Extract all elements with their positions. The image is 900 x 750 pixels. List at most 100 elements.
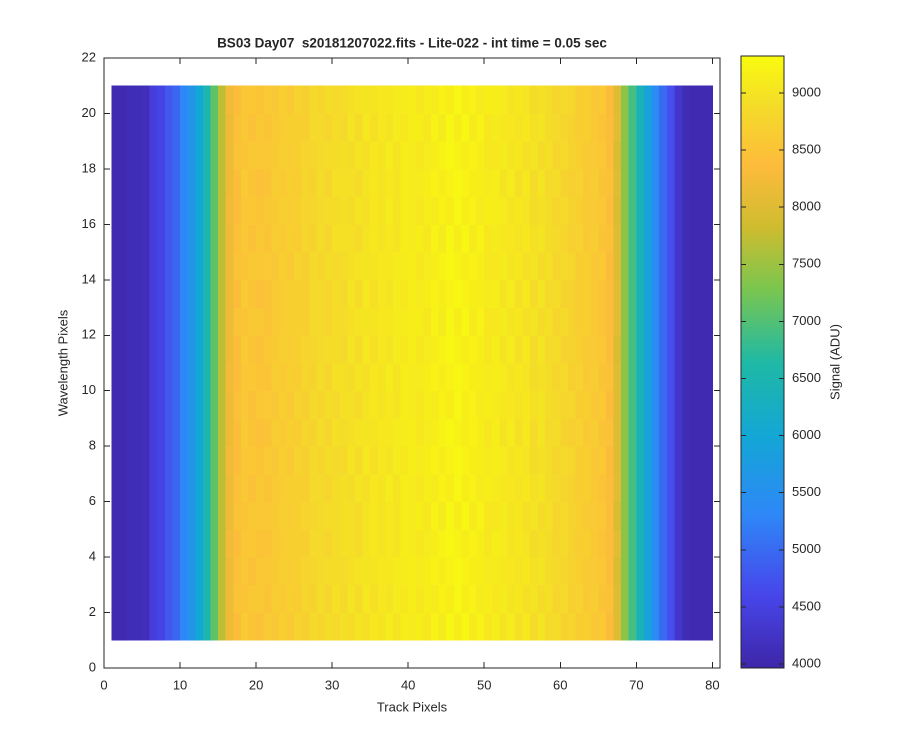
heatmap-cell	[149, 224, 158, 253]
heatmap-cell	[469, 501, 478, 530]
heatmap-cell	[286, 584, 295, 613]
heatmap-cell	[575, 363, 584, 392]
heatmap-cell	[202, 612, 211, 641]
heatmap-cell	[392, 141, 401, 170]
heatmap-cell	[339, 335, 348, 364]
heatmap-cell	[187, 557, 196, 586]
heatmap-cell	[172, 446, 181, 475]
heatmap-cell	[240, 196, 249, 225]
y-tick-label: 8	[89, 438, 96, 453]
heatmap-cell	[172, 196, 181, 225]
heatmap-cell	[134, 390, 143, 419]
heatmap-cell	[552, 85, 561, 114]
heatmap-cell	[218, 113, 227, 142]
heatmap-cell	[111, 418, 120, 447]
heatmap-cell	[704, 390, 713, 419]
heatmap-cell	[704, 584, 713, 613]
heatmap-cell	[408, 557, 417, 586]
heatmap-cell	[111, 307, 120, 336]
heatmap-cell	[605, 584, 614, 613]
heatmap-cell	[377, 446, 386, 475]
heatmap-cell	[415, 85, 424, 114]
heatmap-cell	[689, 307, 698, 336]
heatmap-cell	[621, 252, 630, 281]
heatmap-cell	[560, 168, 569, 198]
heatmap-cell	[354, 473, 363, 503]
heatmap-cell	[286, 390, 295, 419]
heatmap-cell	[119, 529, 128, 558]
heatmap-cell	[689, 196, 698, 225]
heatmap-cell	[666, 168, 675, 198]
heatmap-cell	[514, 418, 523, 447]
heatmap-cell	[552, 584, 561, 613]
heatmap-cell	[210, 141, 219, 170]
heatmap-cell	[233, 307, 242, 336]
heatmap-cell	[286, 196, 295, 225]
heatmap-cell	[332, 501, 341, 530]
heatmap-cell	[202, 168, 211, 198]
heatmap-cell	[256, 85, 265, 114]
heatmap-cell	[202, 390, 211, 419]
heatmap-cell	[453, 418, 462, 447]
heatmap-cell	[164, 557, 173, 586]
heatmap-cell	[651, 113, 660, 142]
heatmap-cell	[370, 335, 379, 364]
heatmap-cell	[278, 335, 287, 364]
heatmap-cell	[453, 196, 462, 225]
heatmap-cell	[560, 335, 569, 364]
heatmap-cell	[697, 141, 706, 170]
heatmap-cell	[583, 168, 592, 198]
heatmap-cell	[545, 390, 554, 419]
heatmap-cell	[362, 418, 371, 447]
heatmap-cell	[119, 196, 128, 225]
heatmap-cell	[659, 335, 668, 364]
heatmap-cell	[111, 141, 120, 170]
heatmap-cell	[491, 335, 500, 364]
heatmap-cell	[575, 141, 584, 170]
heatmap-cell	[347, 335, 356, 364]
heatmap-cell	[446, 557, 455, 586]
heatmap-cell	[301, 335, 310, 364]
heatmap-cell	[370, 612, 379, 641]
heatmap-cell	[704, 113, 713, 142]
heatmap-cell	[507, 501, 516, 530]
heatmap-cell	[575, 335, 584, 364]
heatmap-cell	[240, 501, 249, 530]
heatmap-cell	[446, 335, 455, 364]
heatmap-cell	[598, 363, 607, 392]
heatmap-cell	[187, 612, 196, 641]
heatmap-cell	[400, 141, 409, 170]
heatmap-cell	[651, 196, 660, 225]
heatmap-cell	[560, 196, 569, 225]
heatmap-cell	[689, 252, 698, 281]
heatmap-cell	[704, 363, 713, 392]
heatmap-cell	[347, 252, 356, 281]
heatmap-cell	[263, 612, 272, 641]
heatmap-cell	[142, 85, 151, 114]
heatmap-cell	[157, 473, 166, 503]
heatmap-cell	[659, 224, 668, 253]
heatmap-cell	[157, 335, 166, 364]
heatmap-cell	[697, 279, 706, 308]
heatmap-cell	[446, 418, 455, 447]
heatmap-cell	[689, 529, 698, 558]
heatmap-cell	[385, 307, 394, 336]
heatmap-cell	[461, 168, 470, 198]
heatmap-cell	[225, 335, 234, 364]
heatmap-cell	[301, 418, 310, 447]
heatmap-cell	[423, 85, 432, 114]
heatmap-cell	[172, 418, 181, 447]
heatmap-cell	[187, 113, 196, 142]
heatmap-cell	[324, 529, 333, 558]
heatmap-cell	[484, 446, 493, 475]
heatmap-cell	[583, 446, 592, 475]
heatmap-cell	[643, 529, 652, 558]
heatmap-cell	[354, 196, 363, 225]
heatmap-cell	[294, 529, 303, 558]
y-tick-label: 10	[82, 382, 96, 397]
heatmap-cell	[225, 557, 234, 586]
heatmap-cell	[636, 224, 645, 253]
heatmap-cell	[628, 113, 637, 142]
heatmap-cell	[263, 501, 272, 530]
heatmap-cell	[598, 279, 607, 308]
